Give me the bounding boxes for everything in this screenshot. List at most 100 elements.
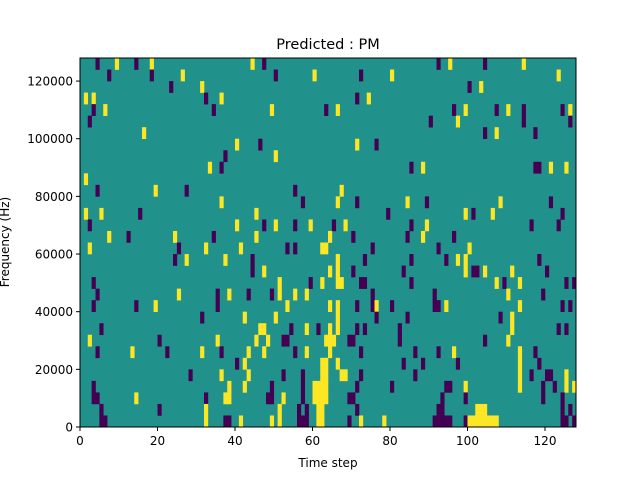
heatmap-cell: [560, 104, 565, 116]
heatmap-cell: [223, 150, 228, 163]
heatmap-cell: [173, 230, 178, 243]
heatmap-cell: [273, 69, 278, 82]
heatmap-cell: [432, 415, 437, 428]
heatmap-cell: [560, 403, 565, 416]
heatmap-cell: [285, 300, 290, 312]
heatmap-cell: [142, 127, 147, 140]
heatmap-cell: [300, 415, 306, 428]
heatmap-cell: [494, 104, 499, 116]
heatmap-cell: [390, 69, 395, 82]
heatmap-cell: [87, 242, 92, 255]
heatmap-cell: [320, 380, 325, 393]
heatmap-cell: [204, 392, 209, 405]
heatmap-cell: [564, 369, 569, 382]
heatmap-cell: [455, 357, 461, 370]
heatmap-cell: [83, 92, 89, 105]
heatmap-cell: [204, 415, 209, 428]
heatmap-cell: [304, 415, 309, 428]
y-tick-label: 100000: [27, 132, 73, 146]
heatmap-cell: [273, 150, 278, 163]
heatmap-cell: [568, 403, 573, 416]
heatmap-cell: [157, 334, 162, 347]
heatmap-cell: [347, 415, 352, 428]
heatmap-cell: [235, 138, 240, 151]
heatmap-cell: [289, 323, 294, 336]
heatmap-cell: [200, 311, 205, 324]
heatmap-cell: [250, 265, 255, 278]
heatmap-cell: [517, 277, 523, 289]
heatmap-cell: [355, 92, 360, 105]
heatmap-cell: [308, 219, 313, 232]
heatmap-cell: [479, 81, 484, 93]
heatmap-cell: [405, 196, 410, 209]
heatmap-cell: [552, 380, 557, 393]
heatmap-cell: [91, 92, 96, 105]
heatmap-cell: [347, 392, 352, 405]
heatmap-cell: [471, 265, 476, 278]
heatmap-cell: [328, 346, 333, 359]
heatmap-cell: [130, 346, 135, 359]
heatmap-cell: [560, 207, 565, 220]
heatmap-cell: [165, 346, 170, 359]
heatmap-cell: [266, 334, 271, 347]
heatmap-cell: [204, 403, 209, 416]
heatmap-cell: [238, 415, 244, 428]
heatmap-cell: [564, 415, 569, 428]
heatmap-cell: [126, 230, 131, 243]
heatmap-cell: [409, 277, 414, 289]
heatmap-cell: [242, 357, 247, 370]
heatmap-cell: [517, 357, 523, 370]
heatmap-cell: [320, 403, 325, 416]
heatmap-cell: [463, 104, 468, 116]
heatmap-cell: [246, 369, 251, 382]
heatmap-cell: [188, 369, 193, 382]
heatmap-cell: [436, 403, 441, 416]
heatmap-cell: [386, 207, 391, 220]
heatmap-cell: [285, 242, 290, 255]
heatmap-cell: [440, 415, 445, 428]
heatmap-cell: [215, 334, 220, 347]
heatmap-cell: [173, 254, 178, 266]
heatmap-cell: [572, 415, 577, 428]
heatmap-cell: [506, 104, 511, 116]
x-tick-label: 100: [456, 434, 479, 448]
heatmap-cell: [99, 415, 104, 428]
heatmap-cell: [359, 69, 364, 82]
heatmap-cell: [134, 58, 139, 70]
heatmap-cell: [494, 415, 499, 428]
heatmap-cell: [475, 265, 480, 278]
heatmap-cell: [560, 415, 565, 428]
heatmap-cell: [564, 277, 569, 289]
heatmap-cell: [506, 288, 511, 301]
heatmap-cell: [204, 92, 209, 105]
heatmap-cell: [316, 415, 321, 428]
chart-title: Predicted : PM: [276, 37, 379, 53]
heatmap-cell: [471, 207, 476, 220]
x-tick-label: 120: [534, 434, 557, 448]
heatmap-cell: [324, 334, 329, 347]
heatmap-cell: [95, 392, 100, 405]
heatmap-cell: [258, 138, 263, 151]
heatmap-cell: [355, 403, 360, 416]
heatmap-cell: [362, 323, 368, 336]
heatmap-cell: [254, 334, 259, 347]
heatmap-cell: [366, 92, 371, 105]
heatmap-cell: [176, 288, 182, 301]
heatmap-cell: [339, 277, 344, 289]
heatmap-cell: [207, 161, 213, 174]
heatmap-cell: [405, 311, 410, 324]
heatmap-cell: [87, 115, 92, 128]
heatmap-cell: [328, 230, 333, 243]
x-tick-label: 60: [305, 434, 320, 448]
y-tick-label: 20000: [35, 363, 73, 377]
heatmap-cell: [564, 323, 569, 336]
heatmap-cell: [483, 127, 488, 140]
heatmap-cell: [413, 346, 418, 359]
heatmap-cell: [397, 323, 402, 336]
heatmap-cell: [304, 403, 309, 416]
heatmap-cell: [335, 357, 340, 370]
heatmap-cell: [308, 277, 313, 289]
heatmap-cell: [293, 242, 298, 255]
heatmap-cell: [374, 138, 379, 151]
heatmap-cell: [277, 277, 282, 289]
